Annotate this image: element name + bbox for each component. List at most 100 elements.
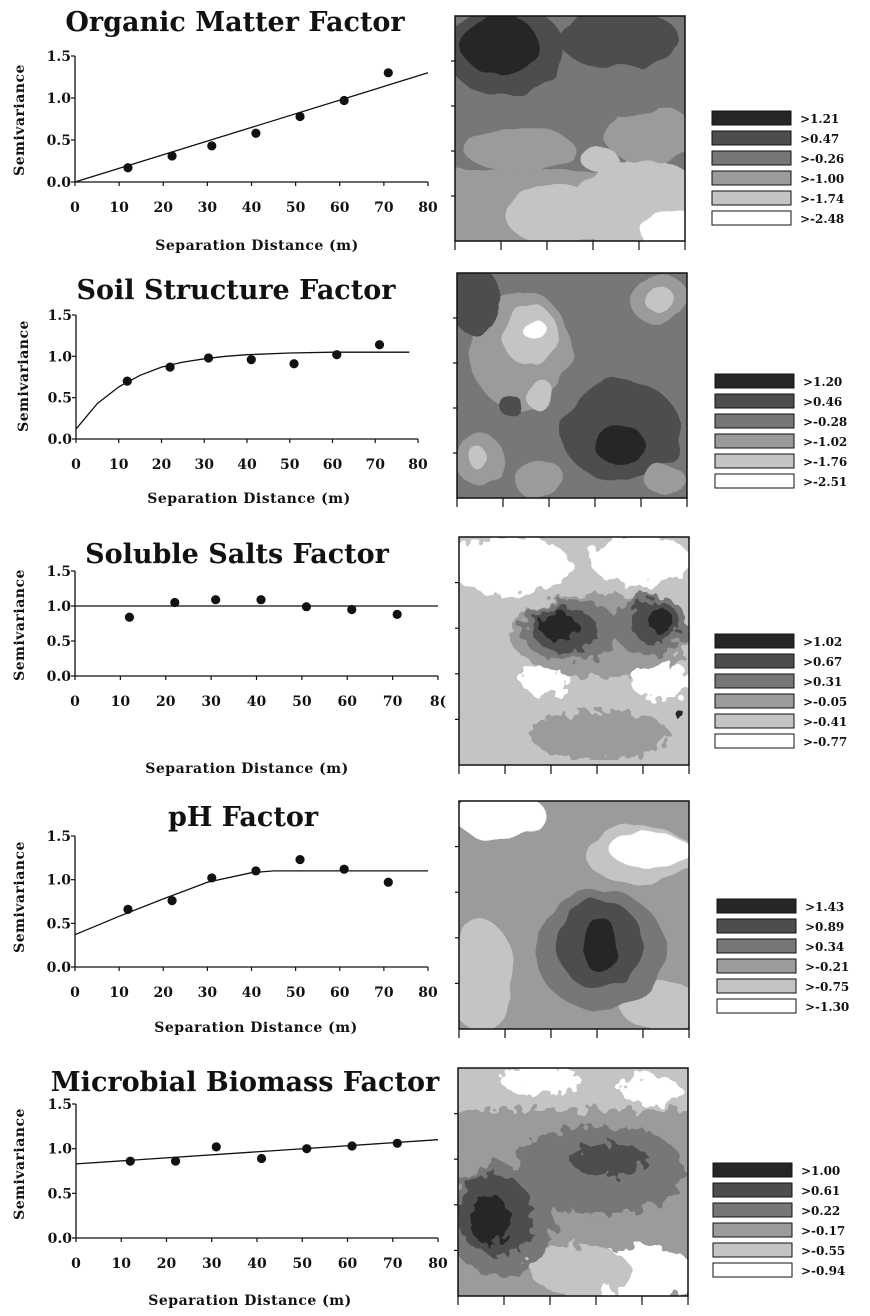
data-point: [347, 1141, 357, 1151]
data-point: [392, 1138, 402, 1148]
map-frame: [457, 1067, 689, 1297]
x-tick-label: 30: [198, 200, 218, 216]
x-tick-label: 20: [154, 200, 174, 216]
legend-swatch: [716, 998, 797, 1014]
legend-label: >-0.75: [805, 980, 849, 994]
x-axis-label: Separation Distance (m): [148, 1293, 351, 1309]
legend-swatch: [714, 373, 795, 389]
y-axis-label: Semivariance: [16, 320, 32, 432]
legend-swatch: [714, 433, 795, 449]
y-tick-label: 0.0: [47, 960, 72, 976]
legend-label: >-0.94: [801, 1264, 845, 1278]
x-tick-label: 50: [286, 985, 306, 1001]
legend-label: >-1.02: [803, 435, 847, 449]
data-point: [165, 362, 175, 372]
x-tick-label: 0: [71, 457, 81, 473]
data-point: [289, 359, 299, 369]
legend-label: >0.67: [803, 655, 842, 669]
x-tick-label: 80: [418, 985, 438, 1001]
data-point: [122, 376, 132, 386]
x-tick-label: 50: [292, 694, 312, 710]
legend: >1.21 >0.47 >-0.26 >-1.00 >-1.74 >-2.48: [711, 110, 844, 226]
map-tick-marks: [451, 60, 686, 250]
data-point: [251, 866, 261, 876]
legend-label: >1.00: [801, 1164, 840, 1178]
model-fit-line: [75, 1139, 439, 1165]
data-point: [374, 340, 385, 350]
legend-label: >-2.51: [803, 475, 847, 489]
x-tick-label: 60: [323, 457, 343, 473]
x-tick-label: 20: [156, 694, 176, 710]
legend-label: >-0.05: [803, 695, 847, 709]
legend-swatch: [712, 1202, 793, 1218]
legend-swatch: [714, 673, 795, 689]
legend-swatch: [714, 733, 795, 749]
data-point: [251, 128, 261, 138]
data-point: [347, 604, 357, 615]
y-tick-label: 0.0: [47, 175, 72, 191]
legend-swatch: [711, 190, 792, 206]
x-tick-label: 40: [247, 1256, 267, 1272]
legend-swatch: [712, 1162, 793, 1178]
data-point: [207, 141, 217, 151]
y-tick-label: 0.5: [47, 916, 71, 932]
x-tick-label: 0: [70, 694, 80, 710]
panel-title: Microbial Biomass Factor: [51, 1067, 440, 1098]
legend-swatch: [716, 898, 797, 914]
panel-title: pH Factor: [168, 802, 319, 833]
data-point: [167, 151, 177, 161]
y-axis-label: Semivariance: [12, 569, 28, 681]
legend-swatch: [711, 110, 792, 126]
x-tick-label: 60: [338, 694, 358, 710]
data-point: [256, 595, 266, 605]
legend-swatch: [714, 633, 795, 649]
legend-swatch: [716, 918, 797, 934]
x-tick-label: 30: [202, 1256, 222, 1272]
panel-soluble-salts: Soluble Salts Factor Semivariance Separa…: [12, 536, 847, 777]
map-frame: [454, 15, 686, 242]
factor-map: [455, 16, 685, 241]
x-axis-label: Separation Distance (m): [154, 1020, 357, 1036]
legend-label: >-0.26: [800, 152, 844, 166]
legend-label: >1.02: [803, 635, 842, 649]
y-tick-label: 1.0: [48, 349, 73, 365]
legend-swatch: [716, 958, 797, 974]
legend-label: >-2.48: [800, 212, 844, 226]
data-point: [332, 350, 342, 360]
x-tick-label: 20: [157, 1256, 177, 1272]
legend-swatch: [716, 938, 797, 954]
x-axis-label: Separation Distance (m): [145, 761, 348, 777]
model-fit-line: [74, 870, 428, 936]
y-axis-label: Semivariance: [12, 64, 28, 176]
x-tick-label: 10: [109, 200, 129, 216]
x-tick-label: 30: [195, 457, 215, 473]
legend-swatch: [714, 693, 795, 709]
y-tick-label: 0.5: [48, 1186, 72, 1202]
data-point: [211, 595, 221, 605]
legend-swatch: [714, 653, 795, 669]
x-tick-label: 0: [70, 985, 80, 1001]
legend-swatch: [714, 473, 795, 489]
x-tick-label: 40: [242, 200, 262, 216]
y-tick-label: 1.5: [47, 49, 71, 65]
data-point: [211, 1142, 221, 1152]
legend-swatch: [714, 413, 795, 429]
x-tick-label: 70: [366, 457, 386, 473]
legend-swatch: [712, 1182, 793, 1198]
legend-label: >-0.41: [803, 715, 847, 729]
legend-swatch: [712, 1242, 793, 1258]
panel-microbial-biomass: Microbial Biomass Factor Semivariance Se…: [12, 1067, 845, 1309]
x-tick-label: 70: [383, 1256, 403, 1272]
legend-label: >-0.55: [801, 1244, 845, 1258]
x-tick-label: 10: [109, 457, 129, 473]
y-tick-label: 1.5: [48, 1097, 72, 1113]
y-tick-label: 1.5: [47, 829, 71, 845]
legend-label: >-1.30: [805, 1000, 849, 1014]
x-tick-label: 50: [293, 1256, 313, 1272]
legend-swatch: [711, 130, 792, 146]
legend-swatch: [711, 210, 792, 226]
x-tick-label: 10: [112, 1256, 132, 1272]
legend-label: >-0.77: [803, 735, 847, 749]
legend-swatch: [716, 978, 797, 994]
